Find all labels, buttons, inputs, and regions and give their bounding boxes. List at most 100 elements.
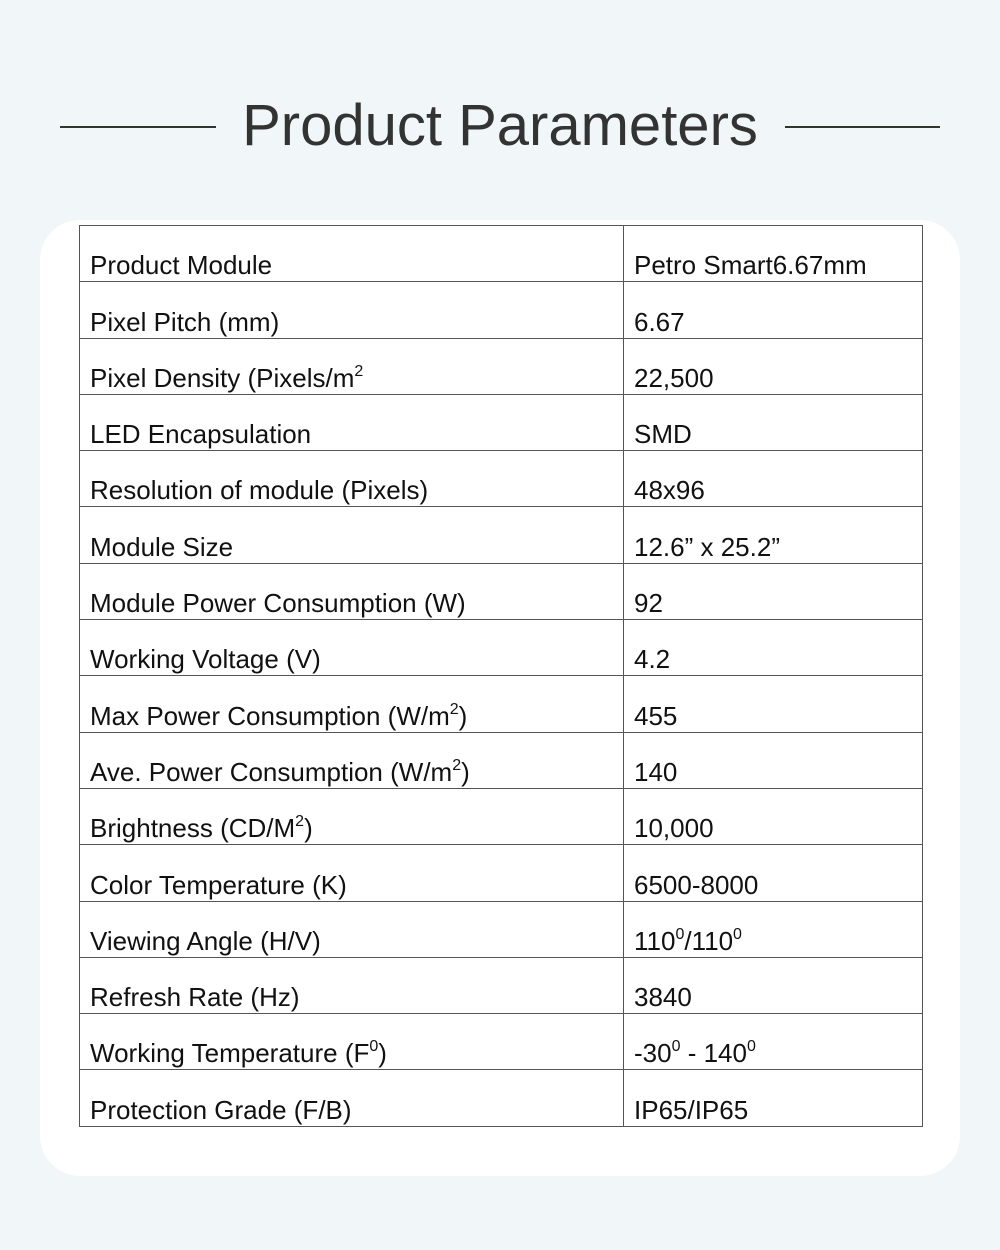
right-divider [785,126,940,128]
parameter-value: 1100/1100 [623,900,923,958]
cell-text: - 140 [680,1038,747,1069]
table-row: Product Module Petro Smart6.67mm [79,224,923,283]
superscript: 2 [449,700,459,718]
cell-text: SMD [634,419,692,450]
cell-text: 110 [634,925,676,956]
cell-text: LED Encapsulation [90,419,312,450]
table-row: LED Encapsulation SMD [79,393,923,452]
cell-text: -30 [634,1038,672,1069]
parameter-value: 4.2 [623,619,923,677]
parameter-value: -300 - 1400 [623,1013,923,1071]
parameter-value: Petro Smart6.67mm [623,224,923,283]
parameter-value: 12.6” x 25.2” [623,506,923,564]
superscript: 2 [295,813,305,831]
parameter-name: Color Temperature (K) [79,844,624,902]
cell-text: ) [461,756,470,787]
cell-text: Resolution of module (Pixels) [90,475,429,506]
cell-text: 3840 [634,982,692,1013]
parameter-name: Working Voltage (V) [79,619,624,677]
cell-text: ) [458,700,468,731]
parameter-value: 6.67 [623,281,923,339]
parameters-table: Product Module Petro Smart6.67mm Pixel Pit… [79,224,923,1127]
table-row: Max Power Consumption (W/m2) 455 [79,675,923,733]
parameter-name: Resolution of module (Pixels) [79,450,624,508]
cell-text: Protection Grade (F/B) [90,1094,352,1125]
cell-text: Viewing Angle (H/V) [90,925,321,956]
table-row: Working Voltage (V) 4.2 [79,619,923,677]
table-row: Resolution of module (Pixels) 48x96 [79,450,923,508]
parameter-value: 140 [623,731,923,789]
table-row: Refresh Rate (Hz) 3840 [79,956,923,1015]
parameter-value: SMD [623,393,923,452]
superscript: 0 [369,1038,379,1056]
left-divider [60,126,216,128]
parameter-name: Ave. Power Consumption (W/m2) [79,731,624,789]
parameter-name: Module Power Consumption (W) [79,562,624,621]
table-row: Color Temperature (K) 6500-8000 [79,844,923,902]
cell-text: Pixel Pitch (mm) [90,306,280,337]
superscript: 0 [671,1038,681,1056]
parameter-name: Protection Grade (F/B) [79,1069,624,1127]
table-row: Module Power Consumption (W) 92 [79,562,923,621]
cell-text: Module Size [90,531,234,562]
cell-text: Refresh Rate (Hz) [90,982,300,1013]
superscript: 2 [452,756,462,774]
cell-text: Brightness (CD/M [90,813,296,844]
parameter-name: Brightness (CD/M2) [79,787,624,846]
parameter-name: Pixel Pitch (mm) [79,281,624,339]
page-title: Product Parameters [242,93,758,158]
cell-text: 4.2 [634,644,671,675]
cell-text: 48x96 [634,475,705,506]
table-row: Pixel Density (Pixels/m2 22,500 [79,337,923,395]
table-row: Viewing Angle (H/V) 1100/1100 [79,900,923,958]
cell-text: 6.67 [634,306,685,337]
cell-text: Working Temperature (F [90,1038,370,1069]
cell-text: ) [304,813,313,844]
cell-text: 22,500 [634,362,714,393]
superscript: 2 [354,362,364,380]
parameter-value: 455 [623,675,923,733]
cell-text: ) [378,1038,387,1069]
parameter-name: Viewing Angle (H/V) [79,900,624,958]
cell-text: Max Power Consumption (W/m [90,700,450,731]
parameter-name: LED Encapsulation [79,393,624,452]
table-row: Brightness (CD/M2) 10,000 [79,787,923,846]
cell-text: 455 [634,700,678,731]
parameter-value: 48x96 [623,450,923,508]
header: Product Parameters [0,88,1000,168]
parameter-name: Refresh Rate (Hz) [79,956,624,1015]
table-row: Module Size 12.6” x 25.2” [79,506,923,564]
cell-text: Petro Smart6.67mm [634,250,867,281]
cell-text: Color Temperature (K) [90,869,347,900]
parameter-value: 3840 [623,956,923,1015]
cell-text: 6500-8000 [634,869,759,900]
cell-text: Product Module [90,250,273,281]
superscript: 0 [733,925,742,943]
parameter-name: Module Size [79,506,624,564]
cell-text: Working Voltage (V) [90,644,321,675]
cell-text: Pixel Density (Pixels/m [90,362,355,393]
cell-text: /110 [684,925,734,956]
cell-text: 140 [634,756,678,787]
parameter-value: 6500-8000 [623,844,923,902]
cell-text: 12.6” x 25.2” [634,531,780,562]
cell-text: Module Power Consumption (W) [90,588,466,619]
table-row: Working Temperature (F0) -300 - 1400 [79,1013,923,1071]
table-row: Ave. Power Consumption (W/m2) 140 [79,731,923,789]
parameter-name: Working Temperature (F0) [79,1013,624,1071]
superscript: 0 [675,925,685,943]
parameter-value: IP65/IP65 [623,1069,923,1127]
table-row: Protection Grade (F/B) IP65/IP65 [79,1069,923,1127]
parameter-value: 22,500 [623,337,923,395]
parameter-name: Max Power Consumption (W/m2) [79,675,624,733]
cell-text: 10,000 [634,813,714,844]
parameter-value: 10,000 [623,787,923,846]
table-row: Pixel Pitch (mm) 6.67 [79,281,923,339]
parameter-name: Pixel Density (Pixels/m2 [79,337,624,395]
parameter-value: 92 [623,562,923,621]
parameter-name: Product Module [79,224,624,283]
cell-text: Ave. Power Consumption (W/m [90,756,453,787]
cell-text: 92 [634,588,663,619]
cell-text: IP65/IP65 [634,1094,749,1125]
superscript: 0 [746,1038,756,1056]
